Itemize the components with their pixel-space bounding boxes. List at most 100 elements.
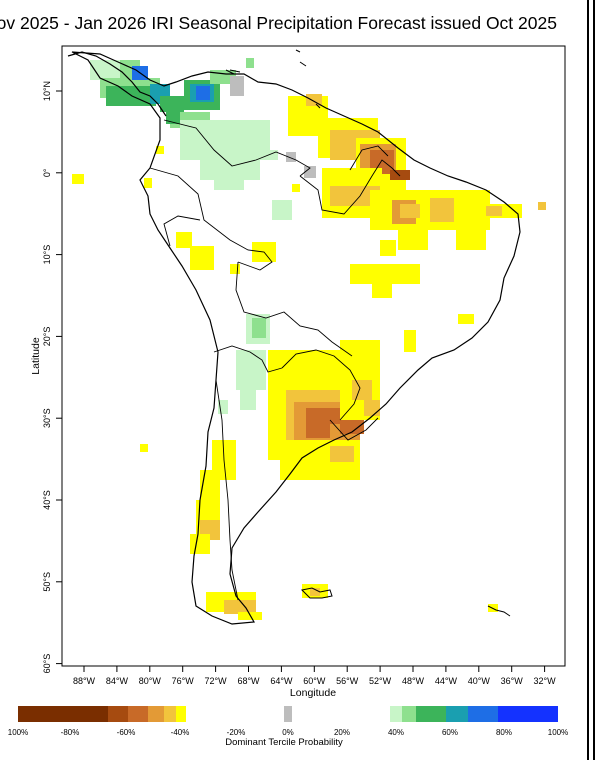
lon-tick-label: 52°W [369, 676, 392, 686]
normal-cell [304, 166, 316, 178]
legend-tick-label: 20% [334, 728, 350, 737]
wet-cell [240, 390, 256, 410]
window-border [593, 0, 595, 760]
islands [225, 49, 511, 617]
legend-swatch [108, 706, 128, 722]
lon-tick-label: 32°W [534, 676, 557, 686]
lon-tick-label: 36°W [501, 676, 524, 686]
dry-cell [352, 380, 372, 400]
dry-cell [404, 330, 416, 352]
dry-cell [538, 202, 546, 210]
dry-cell [330, 186, 380, 206]
wet-cell [196, 86, 210, 100]
legend-tick-label: 80% [496, 728, 512, 737]
legend-swatch [416, 706, 446, 722]
dry-cell [140, 444, 148, 452]
dry-cell [190, 534, 210, 554]
wet-cell [246, 58, 254, 68]
dry-cell [144, 178, 152, 188]
lon-tick-label: 84°W [106, 676, 129, 686]
dry-cell [458, 314, 474, 324]
dry-cell [230, 264, 240, 274]
wet-cell [166, 110, 180, 124]
legend-swatch [446, 706, 468, 722]
wet-cell [268, 150, 278, 160]
wet-cell [230, 76, 244, 96]
lat-tick-label: 0° [42, 168, 52, 177]
legend-swatch [128, 706, 148, 722]
dry-cell [176, 232, 192, 248]
map-frame [61, 45, 566, 667]
lat-tick-label: 50°S [42, 572, 52, 592]
legend-tick-label: -60% [117, 728, 136, 737]
legend-swatch [18, 706, 108, 722]
dry-cell [364, 400, 380, 416]
south-georgia-outline [487, 605, 511, 617]
central-america-coast [67, 51, 167, 117]
wet-cell [218, 400, 228, 414]
falklands-outline [300, 587, 333, 599]
legend-tick-label: 60% [442, 728, 458, 737]
dry-cell [156, 146, 164, 154]
lat-tick-label: 20°S [42, 327, 52, 347]
lon-tick-label: 40°W [468, 676, 491, 686]
dry-cell [224, 600, 256, 614]
dry-cell [400, 204, 420, 218]
wet-cell [252, 318, 266, 338]
lon-tick-label: 64°W [270, 676, 293, 686]
dry-cell [72, 174, 84, 184]
lon-tick-label: 68°W [237, 676, 260, 686]
lon-tick-label: 44°W [435, 676, 458, 686]
caribbean-islands [225, 49, 321, 109]
country-borders [149, 119, 401, 601]
dry-cell [372, 284, 392, 298]
coastline [67, 51, 521, 625]
normal-cell [286, 152, 296, 162]
wet-cell [214, 160, 244, 190]
legend-swatch [164, 706, 176, 722]
dry-cell [398, 230, 428, 250]
legend-swatch [148, 706, 164, 722]
dry-cell [390, 170, 410, 180]
dry-cell [340, 420, 364, 434]
legend-tick-label: 100% [548, 728, 568, 737]
lon-tick-label: 60°W [303, 676, 326, 686]
dry-cell [486, 206, 502, 216]
wet-cell [160, 96, 184, 112]
legend-tick-label: 100% [8, 728, 28, 737]
lat-tick-label: 30°S [42, 408, 52, 428]
lon-tick-label: 88°W [73, 676, 96, 686]
south-america-coast [71, 51, 521, 625]
legend-swatch [498, 706, 558, 722]
dry-cell [430, 198, 454, 222]
legend-swatch [468, 706, 498, 722]
probability-legend: 100% -80% -60% -40% -20% 0% 20% 40% 60% 80% 100% Do… [8, 706, 568, 748]
lat-tick-label: 10°S [42, 245, 52, 265]
lat-tick-label: 10°N [42, 81, 52, 101]
legend-swatch [176, 706, 186, 722]
map-title: Nov 2025 - Jan 2026 IRI Seasonal Precipi… [0, 13, 557, 33]
dry-cell [380, 240, 396, 256]
lon-tick-label: 80°W [139, 676, 162, 686]
dry-cell [306, 470, 346, 480]
dry-cell [456, 230, 486, 250]
lat-tick-label: 60°S [42, 654, 52, 674]
lon-tick-label: 48°W [402, 676, 425, 686]
forecast-cells [72, 58, 546, 620]
legend-swatch [284, 706, 292, 722]
dry-cell [310, 588, 320, 596]
legend-swatch [402, 706, 416, 722]
legend-caption: Dominant Tercile Probability [225, 737, 343, 748]
window-border-inner [587, 0, 589, 760]
dry-cell [292, 184, 300, 192]
y-axis-title: Latitude [30, 337, 42, 375]
lon-tick-label: 56°W [336, 676, 359, 686]
legend-tick-label: -80% [61, 728, 80, 737]
legend-tick-label: -40% [171, 728, 190, 737]
dry-cell [330, 446, 354, 462]
wet-cell [272, 200, 292, 220]
legend-tick-label: 40% [388, 728, 404, 737]
map-axes: 88°W 84°W 80°W 76°W 72°W 68°W 64°W 60°W 56°W 52°W… [30, 81, 556, 699]
wet-cell [236, 350, 266, 390]
